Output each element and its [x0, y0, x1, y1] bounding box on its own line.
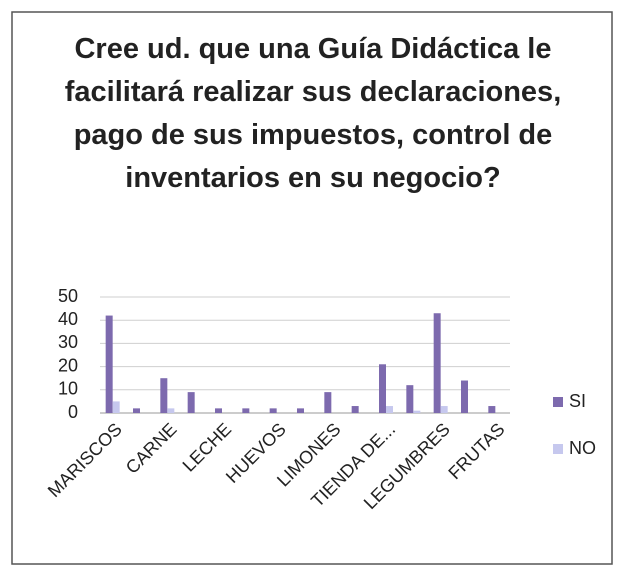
bar [386, 406, 393, 413]
bar [440, 406, 448, 413]
bar [167, 408, 175, 413]
bar [379, 364, 386, 413]
bar [433, 313, 441, 413]
bar [215, 408, 222, 413]
x-tick-label: FRUTAS [444, 419, 508, 483]
frame [11, 11, 613, 565]
y-tick-label: 30 [58, 332, 78, 352]
bar [297, 408, 304, 413]
bar [324, 392, 332, 413]
bar [461, 380, 468, 413]
bar [133, 408, 140, 413]
y-tick-label: 10 [58, 379, 78, 399]
legend-label: NO [569, 438, 596, 458]
bar [406, 385, 414, 413]
bar [160, 378, 168, 413]
bar [187, 392, 195, 413]
legend-swatch [553, 397, 563, 407]
y-tick-label: 40 [58, 309, 78, 329]
chart-title: Cree ud. que una Guía Didáctica le facil… [64, 33, 562, 194]
y-tick-label: 0 [68, 402, 78, 422]
y-tick-label: 20 [58, 355, 78, 375]
x-tick-label: CARNE [122, 419, 181, 478]
bar [413, 410, 421, 413]
y-tick-label: 50 [58, 286, 78, 306]
bar [269, 408, 277, 413]
legend-label: SI [569, 391, 586, 411]
x-tick-label: MARISCOS [44, 419, 126, 501]
bar [242, 408, 250, 413]
bar [112, 401, 120, 413]
bar [488, 406, 496, 413]
bar [351, 406, 359, 413]
legend-swatch [553, 444, 563, 454]
bar [105, 315, 113, 413]
